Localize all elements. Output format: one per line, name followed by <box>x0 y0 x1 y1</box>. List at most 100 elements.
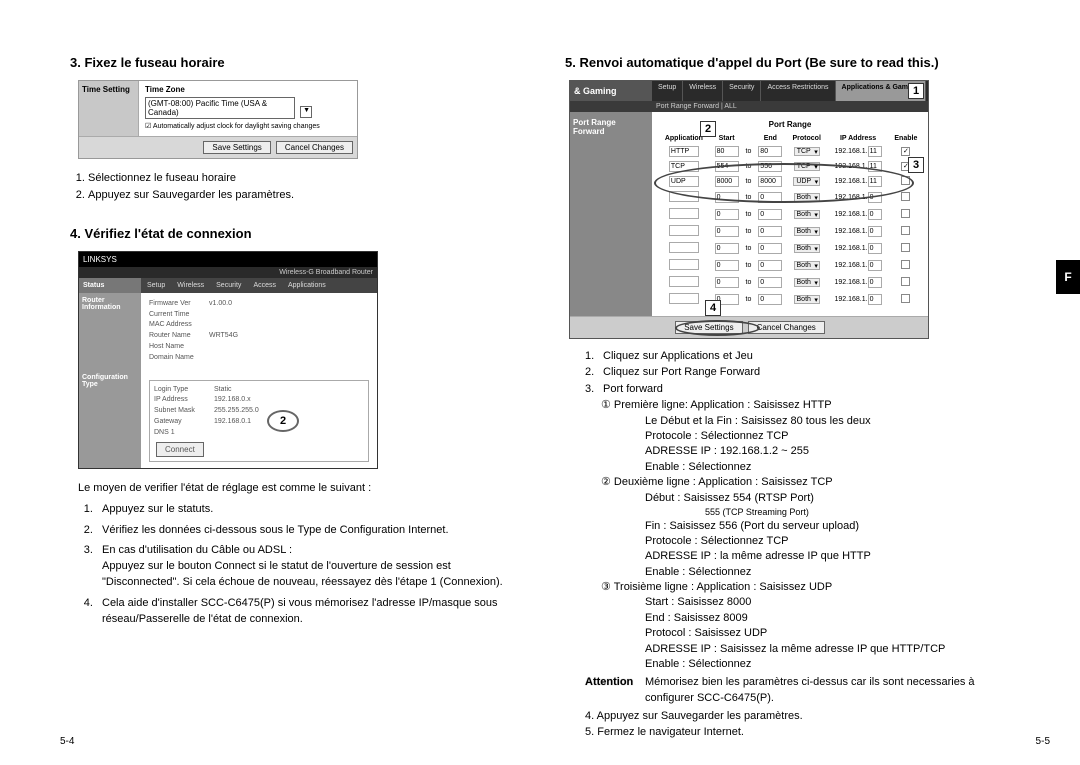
app-input[interactable] <box>669 208 699 219</box>
section4-title: 4. Vérifiez l'état de connexion <box>70 226 515 241</box>
instr-text: Cliquez sur Port Range Forward <box>603 365 760 380</box>
cancel-button[interactable]: Cancel Changes <box>276 141 353 154</box>
dropdown-icon[interactable] <box>300 106 312 118</box>
end-input[interactable]: 0 <box>758 243 782 254</box>
table-row: 0to0Both192.168.1.0 <box>658 291 922 308</box>
tab-security[interactable]: Security <box>210 278 247 293</box>
app-input[interactable]: UDP <box>669 176 699 187</box>
proto-select[interactable]: Both <box>794 193 820 202</box>
enable-checkbox[interactable] <box>901 176 910 185</box>
tab-access[interactable]: Access <box>247 278 282 293</box>
proto-select[interactable]: Both <box>794 295 820 304</box>
table-row: HTTP80to80TCP192.168.1.11✓ <box>658 144 922 159</box>
col-proto: Protocol <box>787 133 826 144</box>
enable-checkbox[interactable] <box>901 192 910 201</box>
end-input[interactable]: 8000 <box>758 176 782 187</box>
app-input[interactable]: TCP <box>669 161 699 172</box>
ip-prefix: 192.168.1. <box>835 296 868 303</box>
enable-checkbox[interactable] <box>901 260 910 269</box>
ip-input[interactable]: 0 <box>868 209 882 220</box>
proto-select[interactable]: Both <box>794 261 820 270</box>
ip-input[interactable]: 0 <box>868 192 882 203</box>
ip-input[interactable]: 0 <box>868 243 882 254</box>
start-input[interactable]: 0 <box>715 209 739 220</box>
end-input[interactable]: 0 <box>758 294 782 305</box>
tz-sub-label: Time Zone <box>145 85 351 94</box>
proto-select[interactable]: UDP <box>793 177 820 186</box>
ip-input[interactable]: 0 <box>868 294 882 305</box>
table-row: 0to0Both192.168.1.0 <box>658 274 922 291</box>
start-input[interactable]: 0 <box>715 192 739 203</box>
ip-input[interactable]: 0 <box>868 226 882 237</box>
ip-input[interactable]: 11 <box>868 161 882 172</box>
end-input[interactable]: 0 <box>758 209 782 220</box>
enable-checkbox[interactable] <box>901 277 910 286</box>
start-input[interactable]: 8000 <box>715 176 739 187</box>
app-input[interactable] <box>669 276 699 287</box>
tab-access[interactable]: Access Restrictions <box>761 81 835 101</box>
tab-setup[interactable]: Setup <box>141 278 171 293</box>
tz-checkbox-text: Automatically adjust clock for daylight … <box>153 123 320 130</box>
connect-button[interactable]: Connect <box>156 442 204 457</box>
page-number-right: 5-5 <box>1036 736 1050 747</box>
product-bar: Wireless-G Broadband Router <box>79 267 377 278</box>
tab-apps[interactable]: Applications <box>282 278 332 293</box>
enable-checkbox[interactable] <box>901 294 910 303</box>
cancel-button[interactable]: Cancel Changes <box>748 321 825 334</box>
start-input[interactable]: 0 <box>715 260 739 271</box>
section5-title: 5. Renvoi automatique d'appel du Port (B… <box>565 55 1010 70</box>
end-input[interactable]: 0 <box>758 226 782 237</box>
instr-text: Port forward <box>603 382 663 397</box>
tz-select[interactable]: (GMT-08:00) Pacific Time (USA & Canada) <box>145 97 295 119</box>
end-input[interactable]: 0 <box>758 277 782 288</box>
app-input[interactable] <box>669 191 699 202</box>
ip-input[interactable]: 0 <box>868 260 882 271</box>
start-input[interactable]: 80 <box>715 146 739 157</box>
start-input[interactable]: 0 <box>715 243 739 254</box>
app-input[interactable] <box>669 293 699 304</box>
end-input[interactable]: 0 <box>758 260 782 271</box>
save-button[interactable]: Save Settings <box>203 141 270 154</box>
section4-steps: Appuyez sur le statuts. Vérifiez les don… <box>96 502 515 629</box>
app-input[interactable] <box>669 242 699 253</box>
enable-checkbox[interactable] <box>901 243 910 252</box>
sub-line: Enable : Sélectionnez <box>645 565 1010 580</box>
proto-select[interactable]: Both <box>794 227 820 236</box>
side-tab: F <box>1056 260 1080 294</box>
proto-select[interactable]: TCP <box>794 147 820 156</box>
proto-select[interactable]: Both <box>794 244 820 253</box>
tz-checkbox-label[interactable]: ☑ Automatically adjust clock for dayligh… <box>145 122 351 130</box>
end-input[interactable]: 556 <box>758 161 782 172</box>
subtab-bar: Port Range Forward | ALL <box>570 101 928 112</box>
app-input[interactable]: HTTP <box>669 146 699 157</box>
kv-key: Firmware Ver <box>149 299 209 309</box>
tab-setup[interactable]: Setup <box>652 81 683 101</box>
start-input[interactable]: 0 <box>715 277 739 288</box>
step-item: Cela aide d'installer SCC-C6475(P) si vo… <box>96 596 515 628</box>
enable-checkbox[interactable]: ✓ <box>901 147 910 156</box>
ip-input[interactable]: 11 <box>868 146 882 157</box>
app-input[interactable] <box>669 225 699 236</box>
ip-input[interactable]: 11 <box>868 176 882 187</box>
sub-line: ADRESSE IP : 192.168.1.2 ~ 255 <box>645 444 1010 459</box>
ip-prefix: 192.168.1. <box>835 148 868 155</box>
end-input[interactable]: 80 <box>758 146 782 157</box>
ip-input[interactable]: 0 <box>868 277 882 288</box>
save-button[interactable]: Save Settings <box>675 321 742 334</box>
app-input[interactable] <box>669 259 699 270</box>
tab-security[interactable]: Security <box>723 81 761 101</box>
enable-checkbox[interactable] <box>901 209 910 218</box>
sub-line: Protocole : Sélectionnez TCP <box>645 534 1010 549</box>
proto-select[interactable]: Both <box>794 210 820 219</box>
proto-select[interactable]: Both <box>794 278 820 287</box>
tab-wireless[interactable]: Wireless <box>683 81 723 101</box>
proto-select[interactable]: TCP <box>794 162 820 171</box>
start-input[interactable]: 0 <box>715 226 739 237</box>
ip-prefix: 192.168.1. <box>835 245 868 252</box>
tab-wireless[interactable]: Wireless <box>171 278 210 293</box>
start-input[interactable]: 554 <box>715 161 739 172</box>
table-row: TCP554to556TCP192.168.1.11✓ <box>658 159 922 174</box>
end-input[interactable]: 0 <box>758 192 782 203</box>
ip-prefix: 192.168.1. <box>835 178 868 185</box>
enable-checkbox[interactable] <box>901 226 910 235</box>
